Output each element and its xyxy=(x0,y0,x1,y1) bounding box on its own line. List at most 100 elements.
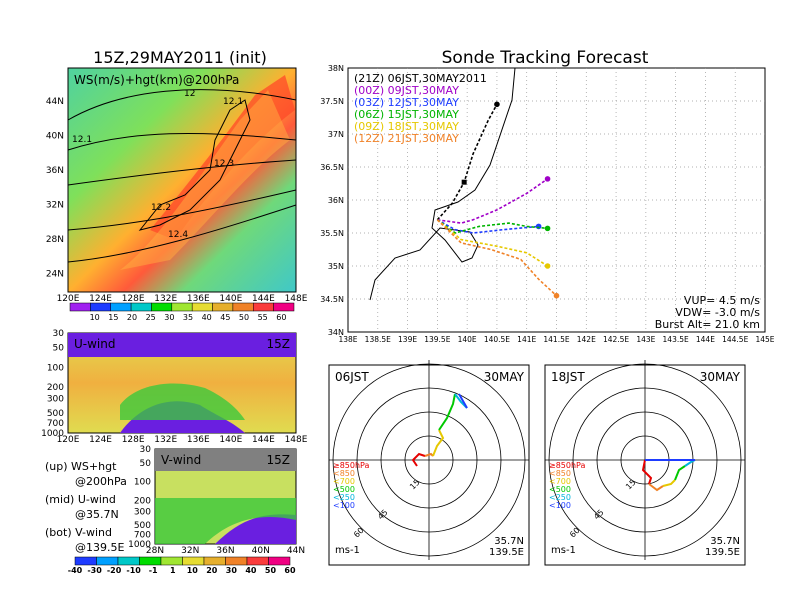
track-lat-tick-label: 37.5N xyxy=(320,97,344,106)
track-lon-tick-label: 142E xyxy=(577,335,596,344)
contour-labels: 12 12.1 12.1 12.3 12.2 12.4 xyxy=(72,89,243,240)
panel-notes: (up) WS+hgt @200hPa (mid) U-wind @35.7N … xyxy=(45,460,127,554)
track-line xyxy=(436,103,498,221)
contour-label: 12.4 xyxy=(168,230,188,240)
map-lat-tick-label: 24N xyxy=(46,270,64,280)
track-legend-entry: (03Z) 12JST,30MAY xyxy=(354,96,459,109)
ws-colorbar-label: 45 xyxy=(220,313,230,322)
ws-colorbar-swatch xyxy=(130,302,152,312)
track-lon-tick-label: 145E xyxy=(755,335,774,344)
track-lat-tick-label: 36N xyxy=(328,196,344,205)
u-lon-tick-label: 128E xyxy=(122,435,145,445)
track-line xyxy=(436,219,558,297)
pressure-tick-label: 500 xyxy=(134,521,151,531)
u-wind-green-core xyxy=(120,383,245,420)
hodo-legend-entry: <500 xyxy=(549,485,571,494)
v-wind-low-band xyxy=(215,514,296,544)
track-endpoint xyxy=(544,225,551,232)
track-line xyxy=(436,219,539,234)
map-lon-tick-label: 144E xyxy=(252,294,275,304)
hodo-trace xyxy=(662,479,676,487)
contour-label: 12.1 xyxy=(223,97,243,107)
note-bot-sub: @139.5E xyxy=(75,541,124,554)
wind-colorbar-swatch xyxy=(96,556,119,566)
v-wind-time: 15Z xyxy=(267,453,291,467)
hodo-legend-entry: <500 xyxy=(333,485,355,494)
map-lat-ticks: 44N 40N 36N 32N 28N 24N xyxy=(46,97,64,280)
track-lat-tick-label: 38N xyxy=(328,64,344,73)
v-lat-tick-label: 44N xyxy=(287,546,305,556)
hodo-legend-entry: <850 xyxy=(549,469,571,478)
v-wind-label: V-wind xyxy=(161,453,201,467)
u-lon-tick-label: 132E xyxy=(154,435,177,445)
track-lat-ticks: 38N 37.5N 37N 36.5N 36N 35.5N 35N 34.5N 34N xyxy=(320,64,344,337)
ws-map-label: WS(m/s)+hgt(km)@200hPa xyxy=(74,73,239,87)
map-lat-tick-label: 28N xyxy=(46,235,64,245)
wind-colorbar: -40 -30 -20 -10 -1 1 10 20 30 40 50 60 xyxy=(68,556,296,575)
track-lon-tick-label: 138E xyxy=(338,335,357,344)
v-lat-tick-label: 32N xyxy=(181,546,199,556)
hodo-trace xyxy=(648,483,664,492)
hodo-time: 18JST xyxy=(551,370,585,384)
map-lat-tick-label: 32N xyxy=(46,201,64,211)
track-endpoint xyxy=(544,176,551,182)
ws-colorbar-label: 50 xyxy=(239,313,249,322)
wind-colorbar-label: -40 xyxy=(68,566,83,575)
ws-colorbar-swatch xyxy=(253,302,274,312)
track-legend-entry: (00Z) 09JST,30MAY xyxy=(354,84,459,97)
right-title: Sonde Tracking Forecast xyxy=(442,48,649,68)
coastline xyxy=(138,99,251,231)
pressure-tick-label: 30 xyxy=(53,329,65,339)
track-legend-entry: (06Z) 15JST,30MAY xyxy=(354,108,459,121)
wind-colorbar-label: 60 xyxy=(284,566,296,575)
track-coastline xyxy=(369,67,516,301)
track-lon-tick-label: 144E xyxy=(696,335,715,344)
track-lon-tick-label: 139.5E xyxy=(424,335,450,344)
param-vup: VUP= 4.5 m/s xyxy=(684,294,760,307)
track-lon-tick-label: 142.5E xyxy=(603,335,629,344)
param-burst: Burst Alt= 21.0 km xyxy=(655,318,760,331)
track-lon-ticks: 138E 138.5E 139E 139.5E 140E 140.5E 141E 141.5E… xyxy=(338,335,774,344)
pressure-tick-label: 700 xyxy=(47,419,64,429)
height-contour xyxy=(67,204,297,263)
track-lon-tick-label: 139E xyxy=(398,335,417,344)
wind-colorbar-swatch xyxy=(139,556,162,566)
wind-colorbar-label: -30 xyxy=(87,566,102,575)
track-endpoint xyxy=(553,292,560,299)
hodo-legend-entry: <700 xyxy=(549,477,571,486)
height-contour xyxy=(67,132,297,151)
wind-colorbar-swatch xyxy=(182,556,205,566)
ws-colorbar-swatch xyxy=(69,302,91,312)
pressure-tick-label: 300 xyxy=(134,507,151,517)
ws-colorbar-label: 60 xyxy=(276,313,286,322)
map-lon-tick-label: 120E xyxy=(57,294,80,304)
hodo-trace xyxy=(411,452,426,467)
pressure-tick-label: 100 xyxy=(47,363,64,373)
map-lat-tick-label: 36N xyxy=(46,166,64,176)
track-lon-tick-label: 140.5E xyxy=(484,335,510,344)
jet-core-orange xyxy=(120,90,290,270)
wind-colorbar-label: -20 xyxy=(107,566,122,575)
pressure-tick-label: 300 xyxy=(47,395,64,405)
hodo-time: 06JST xyxy=(335,370,369,384)
ws-colorbar-label: 20 xyxy=(127,313,137,322)
track-line xyxy=(436,219,548,234)
u-lon-tick-label: 124E xyxy=(89,435,112,445)
hodo-unit: ms-1 xyxy=(551,545,576,556)
track-lat-tick-label: 34N xyxy=(328,328,344,337)
map-lat-tick-label: 44N xyxy=(46,97,64,107)
hodo-legend-entry: ≥850hPa xyxy=(549,461,586,470)
track-series xyxy=(436,101,560,299)
ws-colorbar-swatch xyxy=(151,302,173,312)
u-lon-tick-label: 148E xyxy=(285,435,308,445)
ws-colorbar-label: 10 xyxy=(90,313,100,322)
track-lon-tick-label: 143.5E xyxy=(663,335,689,344)
track-lat-tick-label: 35.5N xyxy=(320,229,344,238)
hodo-legend-entry: <100 xyxy=(333,501,355,510)
ws-colorbar-swatch xyxy=(191,302,213,312)
hodo-trace xyxy=(674,465,686,481)
ws-colorbar-swatch xyxy=(273,302,295,312)
note-mid-head: (mid) U-wind xyxy=(45,493,116,506)
contour-label: 12 xyxy=(184,89,195,99)
track-map: 38N 37.5N 37N 36.5N 36N 35.5N 35N 34.5N 34N 138E… xyxy=(320,64,775,344)
